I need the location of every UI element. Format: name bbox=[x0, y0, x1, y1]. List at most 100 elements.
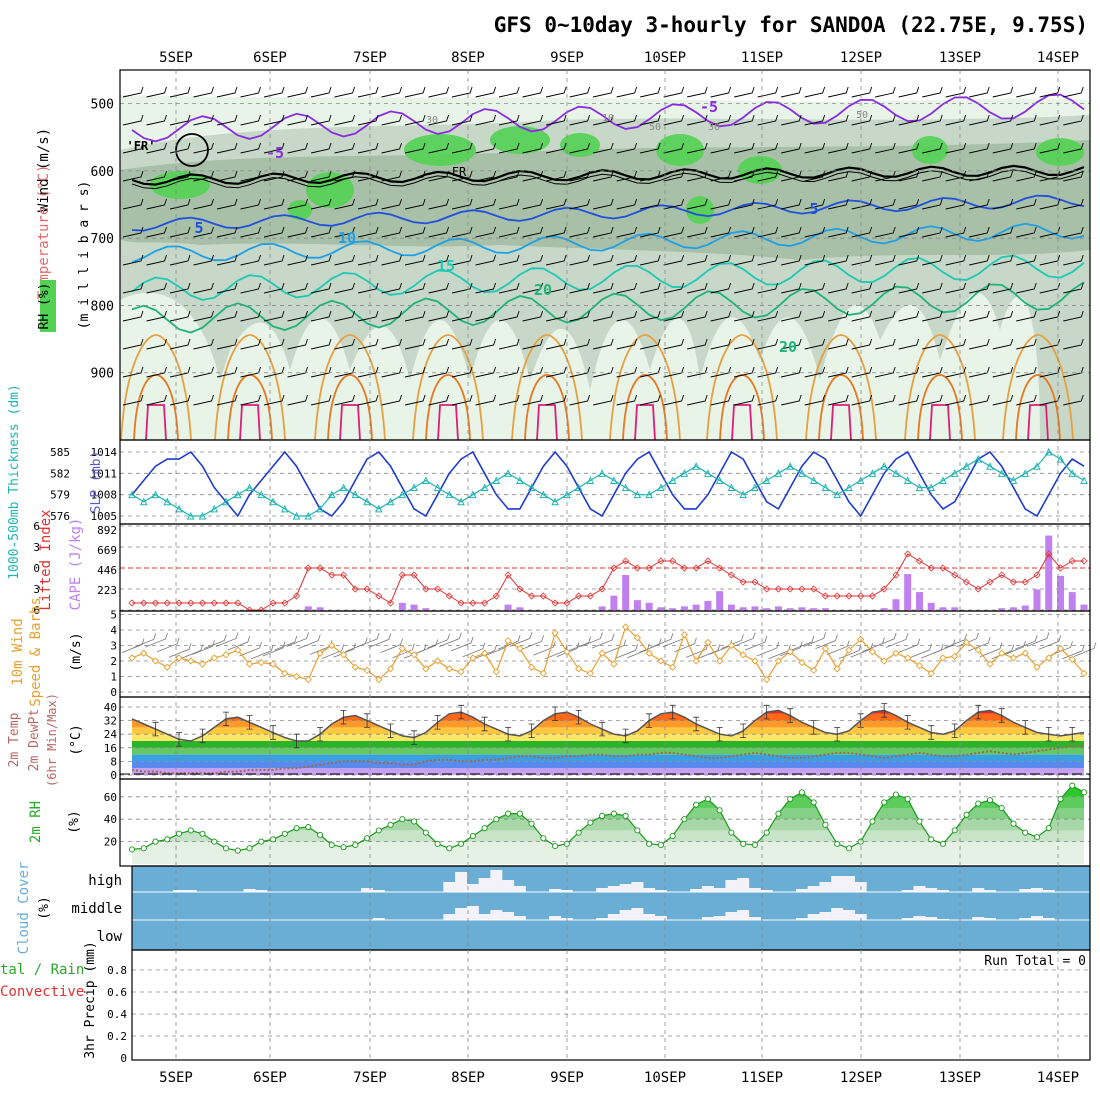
minmax-errorbar bbox=[998, 708, 1005, 723]
minmax-errorbar bbox=[1022, 720, 1029, 735]
rh-point bbox=[364, 835, 371, 842]
wind-barb bbox=[546, 198, 567, 210]
wind-barb bbox=[734, 198, 755, 210]
wind-barb bbox=[1016, 394, 1037, 406]
wind-speed-point bbox=[551, 629, 559, 637]
minmax-errorbar bbox=[481, 716, 488, 732]
wind-barb bbox=[663, 226, 685, 238]
rh2m-panel: 60 40 20 bbox=[104, 779, 1090, 866]
rh-point bbox=[916, 818, 923, 825]
precip-tick-label: 0 bbox=[120, 1052, 127, 1065]
wind-barb bbox=[827, 640, 850, 655]
wind-speed-point bbox=[657, 657, 665, 665]
wind-barb bbox=[286, 632, 309, 647]
wind-barb bbox=[1016, 226, 1037, 238]
rh-contour-label: 50 bbox=[856, 110, 868, 121]
wind-barb bbox=[169, 114, 191, 126]
wind-speed-point bbox=[304, 675, 312, 684]
cape-bar bbox=[304, 606, 312, 610]
wind-barb bbox=[898, 170, 920, 182]
thickness-point bbox=[727, 483, 736, 492]
rh-point bbox=[881, 799, 888, 806]
cape-bar bbox=[516, 607, 524, 610]
rh-line bbox=[131, 784, 1085, 852]
wind-barb bbox=[922, 282, 943, 294]
wind-barb bbox=[593, 226, 614, 238]
precip-bg bbox=[132, 950, 1090, 1060]
wind-barb bbox=[263, 170, 285, 182]
minmax-errorbar bbox=[928, 725, 935, 740]
minmax-errorbar bbox=[599, 721, 606, 737]
wind-barb bbox=[734, 226, 755, 238]
wind-speed-point bbox=[539, 669, 547, 678]
wind-barb bbox=[193, 226, 214, 238]
wind-barb bbox=[381, 282, 402, 294]
li-point bbox=[363, 585, 371, 593]
wind-barb bbox=[922, 394, 943, 406]
wind-barb bbox=[122, 282, 144, 294]
rh-90-blob bbox=[306, 172, 354, 208]
li-point bbox=[657, 557, 665, 565]
temp-axis-units: (°C) bbox=[69, 724, 84, 755]
wind-barb bbox=[945, 338, 967, 350]
li-point bbox=[551, 599, 559, 607]
cloud-bar-middle bbox=[1042, 918, 1055, 920]
thickness-tick-label: 576 bbox=[50, 510, 70, 523]
wind-barb bbox=[756, 641, 780, 657]
thickness-point bbox=[1033, 462, 1041, 470]
thickness-point bbox=[798, 469, 806, 477]
wind-barb bbox=[122, 338, 144, 350]
wind-speed-point bbox=[974, 646, 982, 654]
wind-speed-point bbox=[692, 657, 700, 665]
wind-tick-label: 4 bbox=[110, 624, 117, 637]
wind-barb bbox=[381, 170, 402, 182]
wind-barb bbox=[146, 142, 167, 154]
wind-barb bbox=[781, 114, 802, 126]
isotherm-label: 5 bbox=[194, 219, 203, 237]
li-point bbox=[786, 585, 794, 593]
cloud-bar-high bbox=[972, 888, 985, 892]
wind-barb bbox=[357, 282, 379, 294]
wind-barb bbox=[710, 142, 732, 154]
wind-barb bbox=[451, 170, 473, 182]
thickness-point bbox=[657, 483, 665, 492]
thickness-point bbox=[363, 497, 371, 506]
rh-tick-label: 60 bbox=[104, 791, 117, 804]
wind-barb bbox=[616, 170, 638, 182]
thickness-point bbox=[175, 504, 183, 513]
slp-tick-label: 1005 bbox=[91, 510, 118, 523]
isotherm-line bbox=[131, 254, 1085, 301]
precip-panel: 0.8 0.6 0.4 0.2 0 Run Total = 0 tal / Rain Conv… bbox=[0, 950, 1090, 1065]
wind-axis-label: Speed & Barbs bbox=[28, 597, 44, 707]
wind-barb bbox=[334, 338, 355, 350]
wind-barb bbox=[334, 142, 355, 154]
cape-bar bbox=[951, 607, 959, 610]
rh-point bbox=[775, 810, 782, 817]
isotherm-25 bbox=[904, 334, 976, 441]
minmax-errorbar bbox=[199, 728, 206, 744]
temp-tick-label: 32 bbox=[104, 715, 117, 728]
wind-barb bbox=[1063, 226, 1084, 238]
rh-point bbox=[164, 836, 171, 843]
cloud-bar-high bbox=[1030, 888, 1043, 892]
wind-speed-point bbox=[163, 663, 171, 671]
cloud-bar-high bbox=[560, 890, 573, 892]
wind-barb bbox=[851, 394, 873, 406]
wind-barb bbox=[451, 366, 473, 378]
cloud-bar-high bbox=[737, 878, 750, 892]
wind-barb bbox=[310, 310, 332, 322]
wind-barb bbox=[945, 226, 967, 238]
rh-point bbox=[845, 845, 852, 852]
wind-barb bbox=[733, 632, 756, 647]
date-label-top: 7SEP bbox=[353, 50, 387, 66]
precip-tick-label: 0.4 bbox=[107, 1008, 127, 1021]
wind-barb bbox=[146, 170, 167, 182]
cloud-level-label: low bbox=[97, 929, 123, 945]
wind-barb bbox=[334, 254, 355, 266]
wind-barb bbox=[640, 226, 661, 238]
rh-90-blob bbox=[686, 196, 714, 224]
wind-barb bbox=[287, 254, 308, 266]
wind-speed-point bbox=[222, 651, 230, 659]
wind-barb bbox=[851, 142, 873, 154]
thickness-point bbox=[457, 497, 465, 506]
